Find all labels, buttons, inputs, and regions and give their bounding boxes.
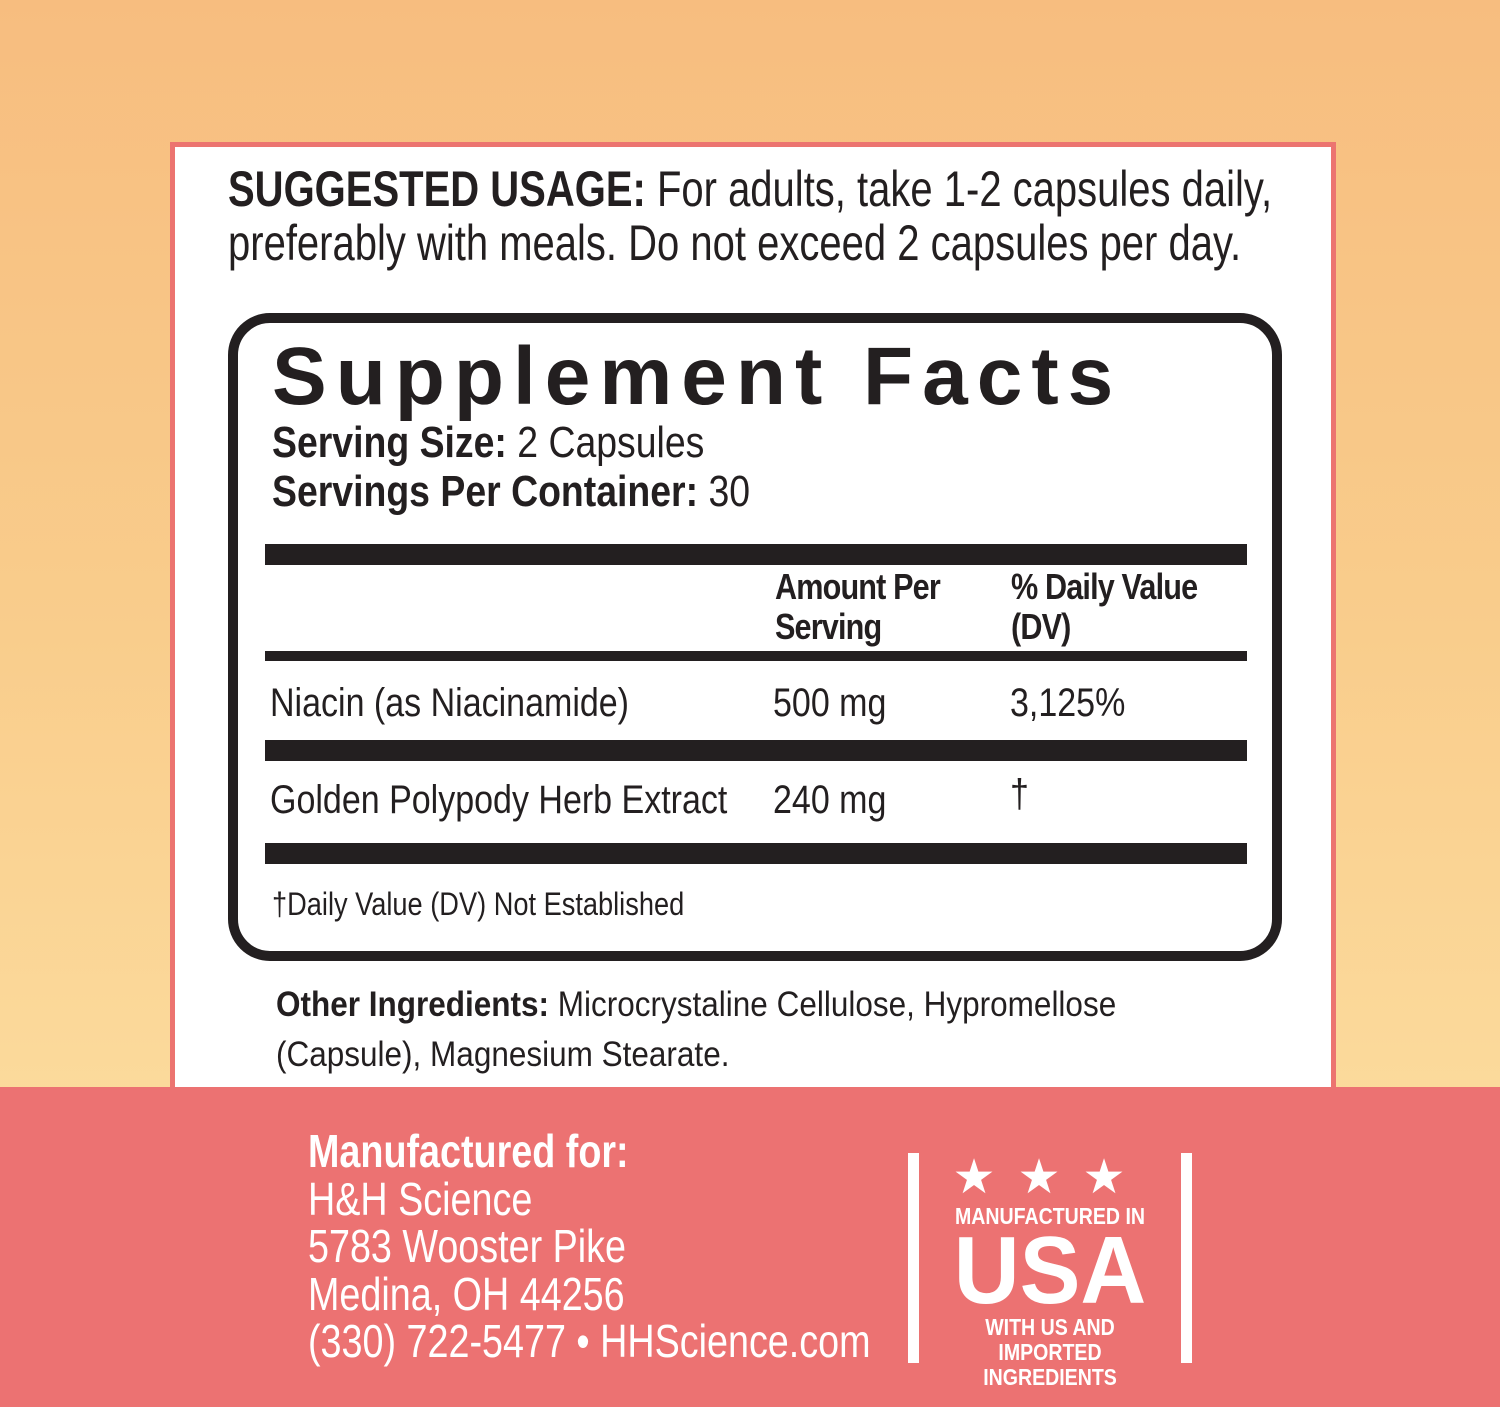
header-dv: % Daily Value (DV) (1011, 566, 1198, 647)
servings-value: 30 (698, 467, 751, 516)
row-dv: 3,125% (1010, 681, 1126, 725)
manufacturer-street: 5783 Wooster Pike (308, 1220, 627, 1272)
made-in-usa-badge: ★★★ MANUFACTURED IN USA WITH US AND IMPOR… (908, 1153, 1192, 1390)
footer-band (0, 1087, 1500, 1407)
servings-per-container: Servings Per Container: 30 (272, 467, 750, 517)
divider-thick (265, 740, 1247, 761)
badge-text-3: WITH US AND (985, 1314, 1115, 1340)
other-ingredients: Other Ingredients: Microcrystaline Cellu… (276, 980, 1116, 1080)
star-icons: ★★★ (952, 1155, 1148, 1201)
serving-size-label: Serving Size: (272, 418, 507, 467)
other-ingredients-text-1: Microcrystaline Cellulose, Hypromellose (549, 985, 1117, 1024)
row-name: Golden Polypody Herb Extract (270, 778, 728, 822)
row-amount: 500 mg (773, 681, 887, 725)
other-ingredients-label: Other Ingredients: (276, 985, 550, 1024)
header-amount: Amount Per Serving (775, 566, 941, 647)
row-dv: † (1010, 772, 1029, 816)
badge-usa: USA (953, 1231, 1147, 1311)
usage-text-2: preferably with meals. Do not exceed 2 c… (228, 215, 1242, 271)
header-dv-1: % Daily Value (1011, 566, 1198, 607)
supplement-facts-box (228, 313, 1282, 961)
row-name: Niacin (as Niacinamide) (270, 681, 630, 725)
divider-thick (265, 843, 1247, 864)
badge-text-4: IMPORTED INGREDIENTS (983, 1339, 1117, 1390)
usage-text-1: For adults, take 1-2 capsules daily, (645, 161, 1273, 217)
header-amount-2: Serving (775, 606, 882, 647)
badge-bar-left (908, 1153, 919, 1363)
badge-text-1: MANUFACTURED IN (954, 1203, 1146, 1229)
serving-size: Serving Size: 2 Capsules (272, 418, 704, 468)
manufacturer-contact: (330) 722-5477 • HHScience.com (308, 1315, 871, 1367)
row-amount: 240 mg (773, 778, 887, 822)
label-panel (170, 142, 1336, 1102)
facts-title: Supplement Facts (272, 331, 1123, 422)
badge-bar-right (1181, 1153, 1192, 1363)
header-amount-1: Amount Per (775, 566, 941, 607)
footnote: †Daily Value (DV) Not Established (272, 886, 685, 922)
header-dv-2: (DV) (1011, 606, 1071, 647)
divider (265, 651, 1247, 661)
servings-label: Servings Per Container: (272, 467, 699, 516)
other-ingredients-text-2: (Capsule), Magnesium Stearate. (276, 1035, 730, 1074)
suggested-usage: SUGGESTED USAGE: For adults, take 1-2 ca… (228, 162, 1272, 270)
manufacturer-label: Manufactured for: (308, 1125, 629, 1177)
serving-size-value: 2 Capsules (506, 418, 705, 467)
badge-text-bottom: WITH US AND IMPORTED INGREDIENTS (929, 1315, 1170, 1390)
divider-thick (265, 544, 1247, 565)
manufacturer-info: Manufactured for: H&H Science 5783 Woost… (308, 1125, 871, 1367)
manufacturer-city: Medina, OH 44256 (308, 1267, 625, 1320)
usage-label: SUGGESTED USAGE: (228, 161, 646, 217)
manufacturer-name: H&H Science (308, 1172, 533, 1225)
